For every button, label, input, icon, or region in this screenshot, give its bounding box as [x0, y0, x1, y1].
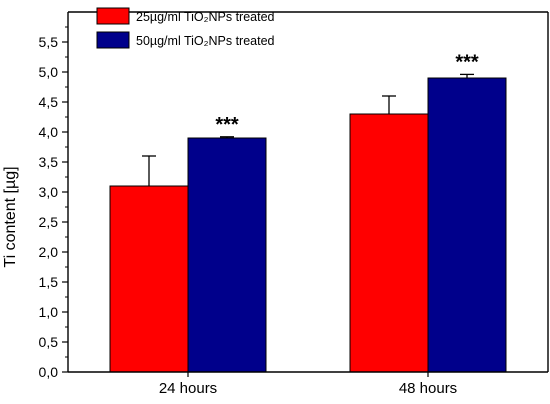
y-tick-label: 3,0	[39, 184, 59, 200]
y-tick-label: 5,0	[39, 64, 59, 80]
legend: 25µg/ml TiO₂NPs treated 50µg/ml TiO₂NPs t…	[96, 7, 275, 49]
y-tick-label: 2,5	[39, 214, 59, 230]
error-bars-layer	[142, 73, 474, 186]
y-tick-label: 0,5	[39, 334, 59, 350]
x-ticks-layer: 24 hours 48 hours	[159, 372, 457, 397]
significance-marker: ***	[215, 114, 239, 136]
y-ticks-layer: 0,0 0,5 1,0 1,5 2,0 2,5 3,0 3,5 4,0 4,5 5,0 5,5	[39, 26, 68, 380]
x-category-label: 48 hours	[399, 380, 457, 397]
y-tick-label: 5,5	[39, 34, 59, 50]
legend-label-1: 50µg/ml TiO₂NPs treated	[136, 34, 275, 48]
y-tick-label: 3,5	[39, 154, 59, 170]
y-tick-label: 2,0	[39, 244, 59, 260]
significance-marker: ***	[455, 51, 479, 73]
y-tick-label: 4,5	[39, 94, 59, 110]
x-category-label: 24 hours	[159, 380, 217, 397]
bar-s0-c1	[349, 113, 429, 373]
y-axis-label: Ti content [µg]	[2, 166, 19, 267]
legend-swatch-1	[96, 31, 130, 49]
legend-label-0: 25µg/ml TiO₂NPs treated	[136, 10, 275, 24]
y-tick-label: 4,0	[39, 124, 59, 140]
y-tick-label: 1,5	[39, 274, 59, 290]
bar-s1-c0	[187, 137, 267, 373]
legend-swatch-0	[96, 7, 130, 25]
y-tick-label: 1,0	[39, 304, 59, 320]
annotations-layer: *** ***	[215, 51, 479, 135]
bar-s0-c0	[109, 185, 189, 373]
bar-s1-c1	[427, 77, 507, 373]
bars-layer	[109, 77, 507, 373]
y-tick-label: 0,0	[39, 364, 59, 380]
